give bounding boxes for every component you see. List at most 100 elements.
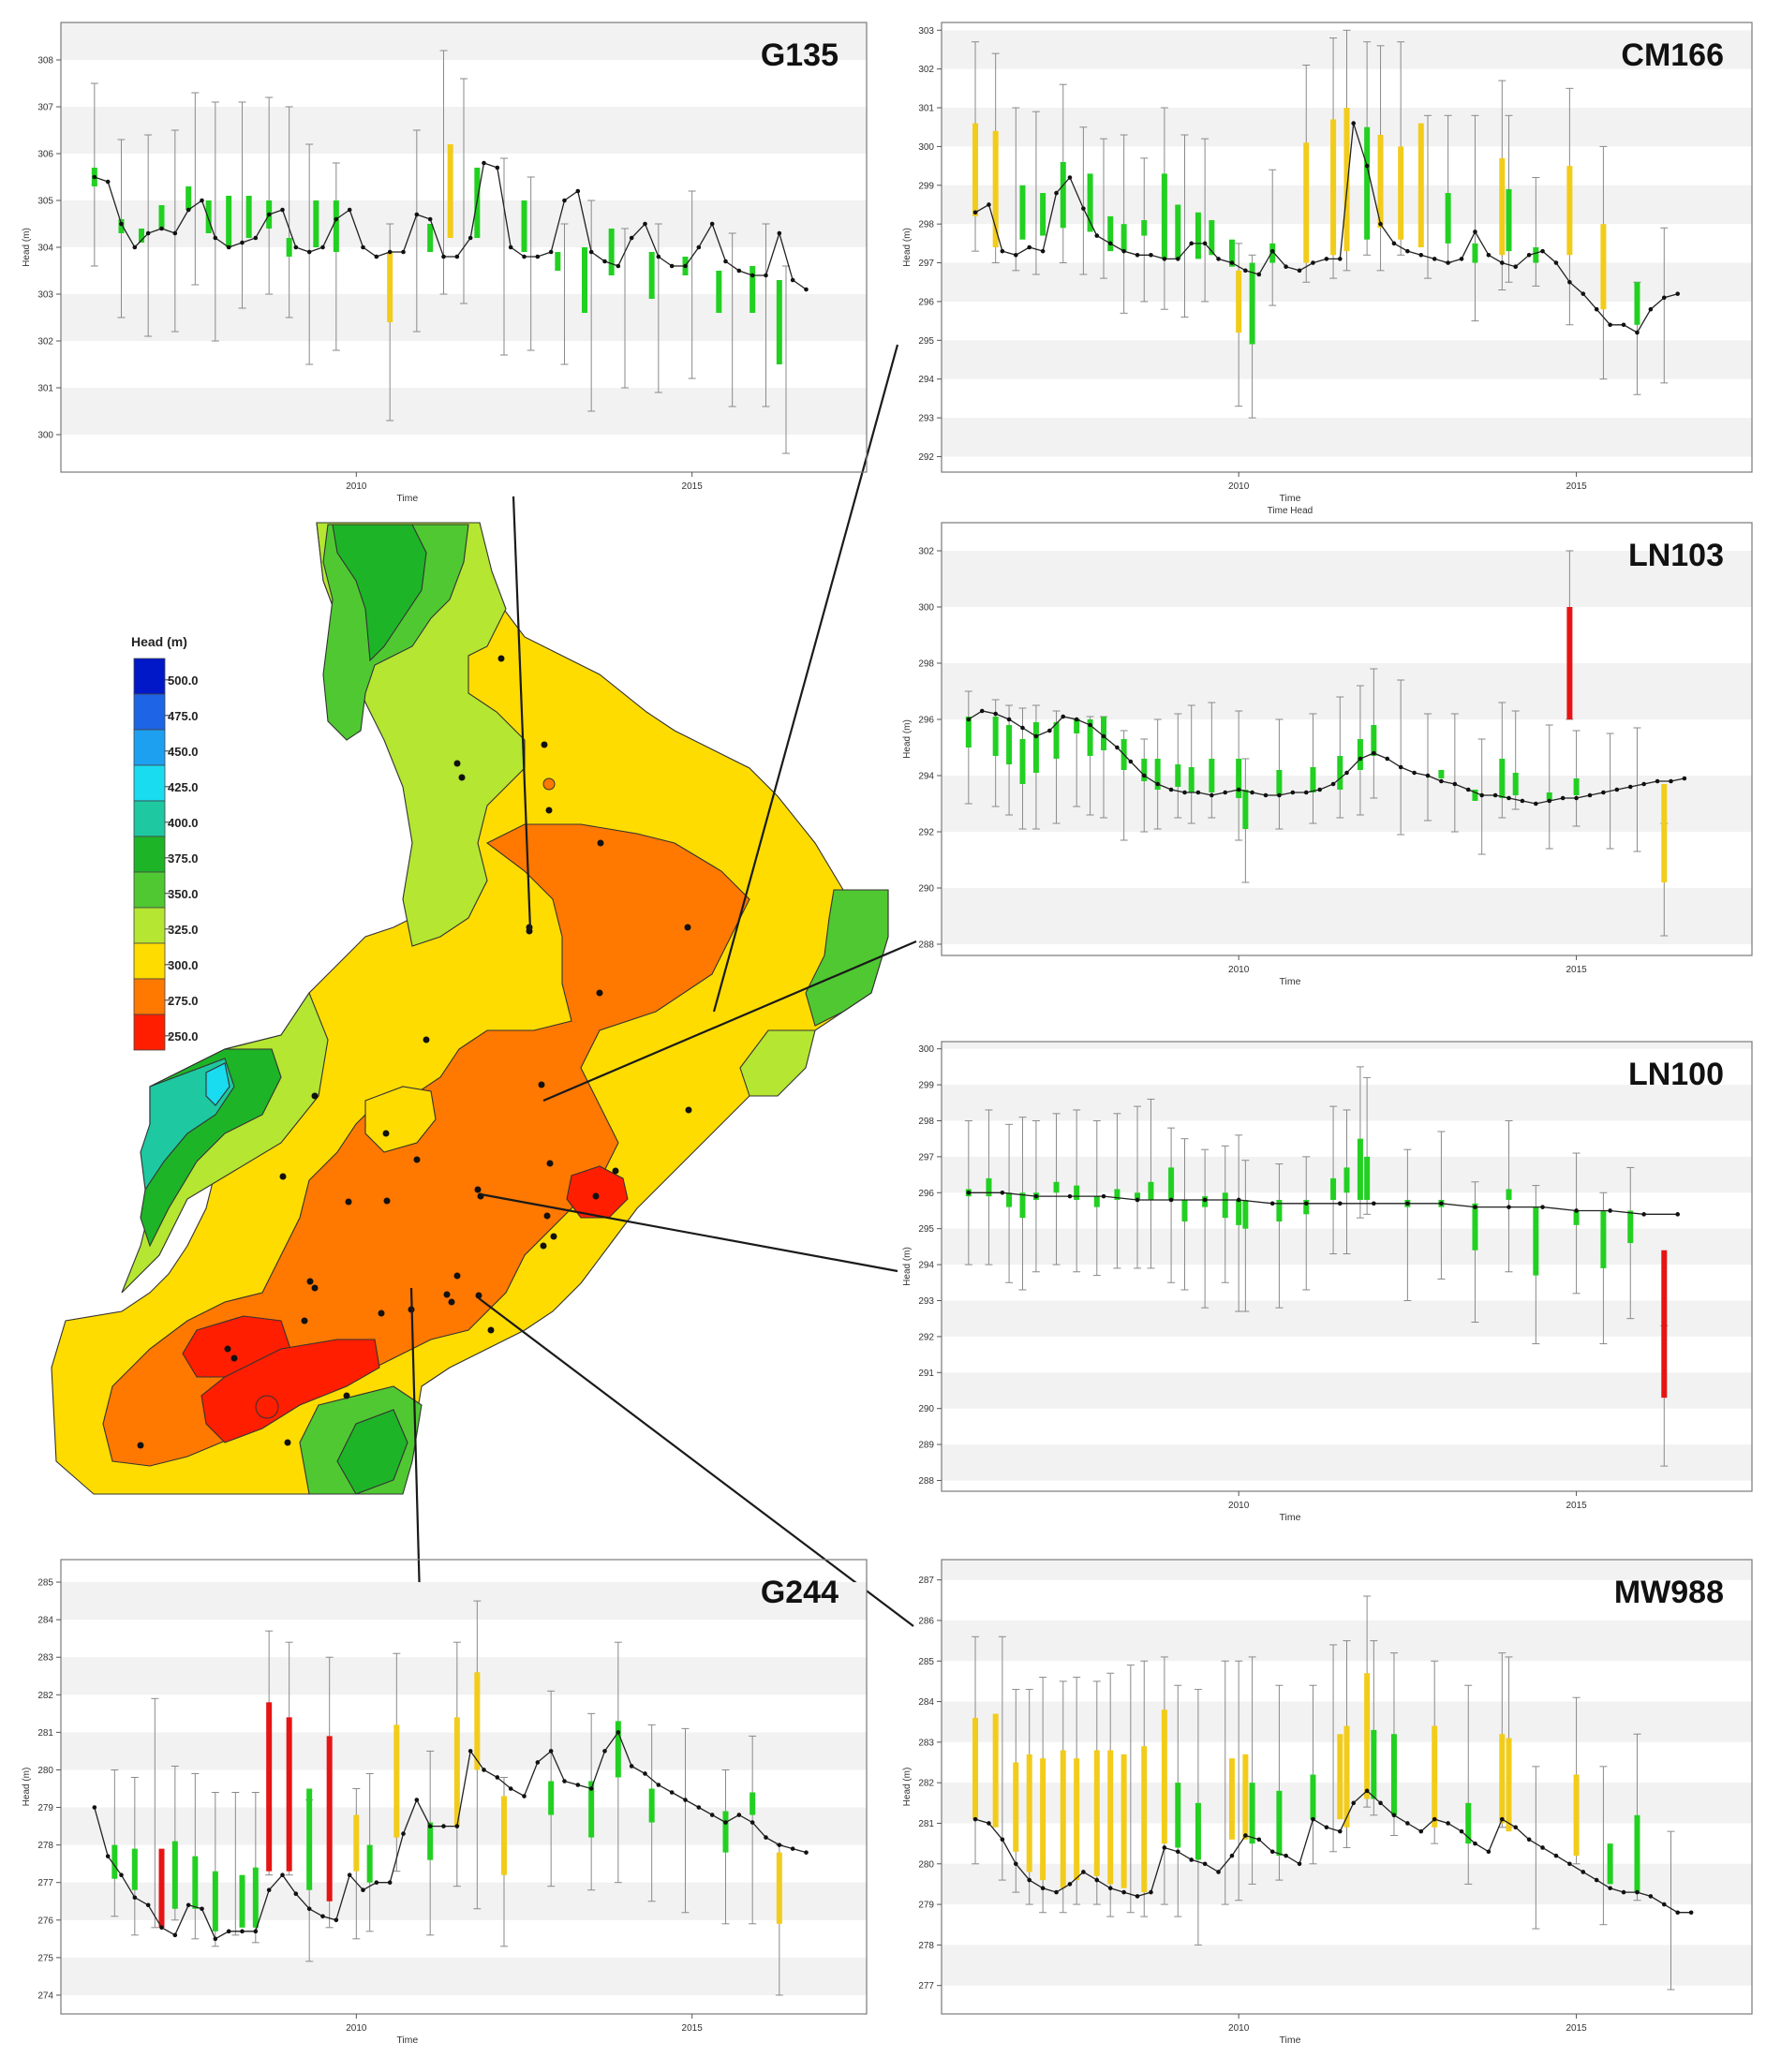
simulated-head-point <box>1648 1894 1654 1899</box>
simulated-head-point <box>1405 1821 1410 1826</box>
simulated-head-point <box>1324 1825 1329 1830</box>
residual-bar-green <box>1222 1192 1228 1219</box>
y-tick-label: 301 <box>918 104 934 114</box>
simulated-head-point <box>1553 1853 1559 1858</box>
hydrograph-ln100: 288 289 290 291 292 293 294 295 296 297 298 299 300 2… <box>902 1041 1753 1523</box>
hydrograph-ln103: 288 290 292 294 296 298 300 302 2010 2015 Time Head… <box>902 522 1753 987</box>
residual-bar-yellow <box>1337 1734 1343 1820</box>
simulated-head-point <box>1439 1201 1444 1206</box>
simulated-head-point <box>159 1925 164 1931</box>
simulated-head-point <box>723 259 728 264</box>
simulated-head-point <box>1168 1197 1174 1203</box>
simulated-head-point <box>764 273 768 278</box>
simulated-head-point <box>1669 778 1673 784</box>
simulated-head-point <box>750 1820 755 1825</box>
residual-bar-green <box>1032 722 1039 773</box>
observation-well-dot <box>378 1310 385 1317</box>
residual-bar-green <box>186 186 192 210</box>
observation-well-dot <box>448 1298 455 1306</box>
observation-well-dot <box>443 1291 451 1298</box>
y-tick-label: 284 <box>918 1697 934 1708</box>
simulated-head-point <box>535 254 541 259</box>
simulated-head-point <box>414 212 420 217</box>
simulated-head-point <box>1216 1870 1221 1874</box>
chart-title: LN103 <box>1628 538 1724 573</box>
simulated-head-point <box>790 1846 795 1851</box>
simulated-head-point <box>1486 252 1492 258</box>
simulated-head-point <box>334 216 339 222</box>
simulated-head-point <box>1641 781 1646 787</box>
simulated-head-point <box>414 1798 420 1802</box>
x-axis-label: Time <box>1279 493 1300 504</box>
residual-bar-green <box>1634 1814 1640 1893</box>
residual-bar-green <box>1276 1790 1283 1857</box>
simulated-head-point <box>1581 1870 1586 1874</box>
observation-well-dot <box>543 1212 551 1220</box>
simulated-head-point <box>804 287 809 292</box>
simulated-head-point <box>240 240 245 245</box>
simulated-head-point <box>495 1775 500 1780</box>
simulated-head-point <box>1000 1837 1005 1843</box>
x-axis-label: Time <box>1279 1512 1300 1523</box>
simulated-head-point <box>1107 241 1113 246</box>
simulated-head-point <box>132 244 138 250</box>
residual-bar-green <box>1607 1843 1613 1885</box>
simulated-head-point <box>347 207 352 213</box>
simulated-head-point <box>1405 248 1410 254</box>
simulated-head-point <box>1311 260 1315 265</box>
grid-band <box>942 418 1752 457</box>
residual-bar-green <box>252 1867 259 1928</box>
residual-bar-yellow <box>1074 1758 1080 1881</box>
simulated-head-point <box>266 1887 272 1893</box>
simulated-head-point <box>736 1813 742 1817</box>
simulated-head-point <box>441 254 446 259</box>
y-axis-label: Head (m) <box>22 228 32 267</box>
simulated-head-point <box>643 221 647 227</box>
legend-swatch <box>133 693 166 731</box>
simulated-head-point <box>1202 1197 1208 1203</box>
plot-frame <box>60 1559 868 2015</box>
simulated-head-point <box>1263 792 1269 798</box>
y-axis-label: Head (m) <box>902 1247 913 1286</box>
simulated-head-point <box>1675 291 1681 296</box>
legend-swatch <box>133 729 166 766</box>
residual-bar-green <box>776 280 782 364</box>
residual-bar-green <box>111 1844 118 1879</box>
residual-bar-yellow <box>1107 1750 1114 1885</box>
y-tick-label: 290 <box>918 1404 934 1414</box>
observation-well-dot <box>540 1242 547 1250</box>
residual-bar-green <box>722 1811 729 1853</box>
simulated-head-point <box>1020 725 1025 731</box>
legend-label: 325.0 <box>168 923 199 937</box>
simulated-head-point <box>1688 1910 1694 1916</box>
simulated-head-point <box>1344 770 1349 776</box>
y-tick-label: 289 <box>918 1441 934 1451</box>
observation-well-dot <box>383 1197 391 1205</box>
y-tick-label: 296 <box>918 716 934 726</box>
residual-bar-green <box>1175 1783 1181 1848</box>
simulated-head-point <box>1135 1197 1140 1203</box>
grid-band <box>942 1560 1752 1580</box>
simulated-head-point <box>1269 1849 1275 1855</box>
y-tick-label: 293 <box>918 1296 934 1307</box>
simulated-head-point <box>709 221 715 227</box>
simulated-head-point <box>145 230 151 236</box>
grid-band <box>61 1957 867 1995</box>
simulated-head-point <box>508 244 513 250</box>
simulated-head-point <box>562 198 567 203</box>
y-tick-label: 295 <box>918 1224 934 1235</box>
residual-bar-green <box>192 1856 199 1909</box>
y-tick-label: 298 <box>918 1117 934 1127</box>
simulated-head-point <box>1013 1861 1018 1867</box>
hydrograph-panels: 300 301 302 303 304 305 306 307 308 2010 2015 Time H… <box>22 22 1753 2046</box>
simulated-head-point <box>629 1764 634 1769</box>
simulated-head-point <box>280 1872 285 1877</box>
simulated-head-point <box>1364 1788 1370 1794</box>
leader-line-ln100 <box>480 1192 898 1273</box>
simulated-head-point <box>1648 306 1654 312</box>
simulated-head-point <box>1473 229 1477 234</box>
simulated-head-point <box>764 1835 768 1840</box>
simulated-head-point <box>401 1831 406 1836</box>
simulated-head-point <box>1378 1800 1383 1806</box>
simulated-head-point <box>454 254 460 259</box>
